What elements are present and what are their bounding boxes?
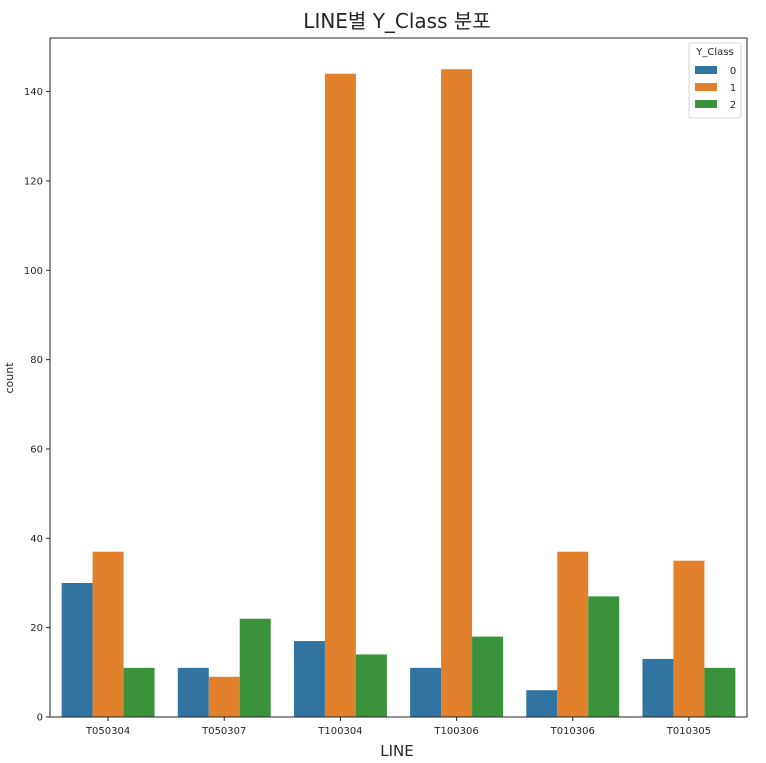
- legend-swatch: [695, 66, 717, 74]
- bar: [239, 618, 271, 717]
- bar: [293, 641, 325, 717]
- legend-label: 1: [730, 83, 736, 94]
- legend-swatch: [695, 100, 717, 108]
- y-tick-label: 80: [30, 355, 43, 366]
- y-tick-label: 120: [24, 176, 43, 187]
- bar: [92, 551, 124, 717]
- x-tick-label: T050307: [201, 726, 246, 737]
- legend-label: 2: [730, 100, 736, 111]
- y-tick-label: 100: [24, 266, 43, 277]
- y-tick-label: 20: [30, 623, 43, 634]
- legend: Y_Class 0 1 2: [688, 42, 742, 119]
- chart-title: LINE별 Y_Class 분포: [303, 9, 490, 33]
- bar: [704, 667, 736, 717]
- legend-title: Y_Class: [695, 47, 733, 58]
- legend-label: 0: [730, 66, 736, 77]
- bar: [588, 596, 620, 717]
- bar: [472, 636, 504, 717]
- bar: [441, 69, 473, 717]
- bar: [526, 690, 558, 717]
- y-tick-label: 40: [30, 534, 43, 545]
- y-tick-label: 60: [30, 444, 43, 455]
- y-tick-label: 0: [37, 713, 43, 724]
- x-axis-label: LINE: [380, 742, 413, 760]
- bar: [177, 667, 209, 717]
- x-tick-label: T050304: [85, 726, 130, 737]
- legend-box: [688, 42, 742, 119]
- legend-swatch: [695, 83, 717, 91]
- bar: [61, 582, 93, 717]
- bar: [208, 676, 240, 717]
- bar: [642, 658, 674, 717]
- x-tick-label: T100306: [433, 726, 478, 737]
- bar: [324, 73, 356, 718]
- x-tick-label: T100304: [317, 726, 362, 737]
- y-tick-label: 140: [24, 87, 43, 98]
- x-tick-label: T010305: [666, 726, 711, 737]
- bar: [557, 551, 589, 717]
- plot-frame: [49, 37, 748, 718]
- bar: [410, 667, 442, 717]
- bar: [673, 560, 705, 717]
- bar: [355, 654, 387, 717]
- x-tick-label: T010306: [550, 726, 595, 737]
- bar: [123, 667, 155, 717]
- y-axis-label: count: [3, 362, 16, 394]
